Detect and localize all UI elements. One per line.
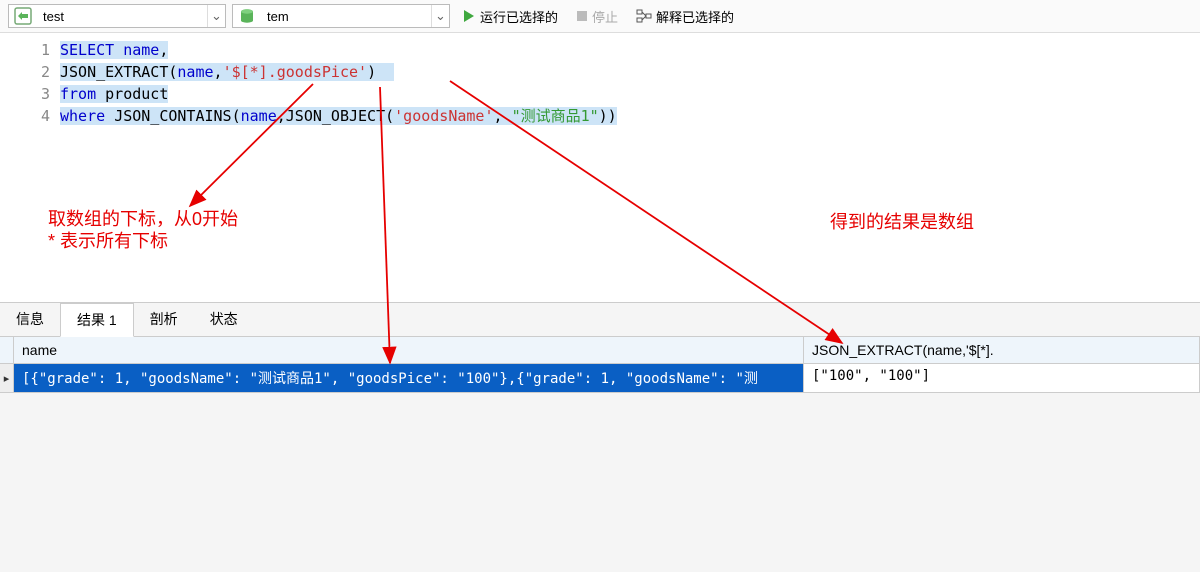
explain-button[interactable]: 解释已选择的: [630, 5, 740, 28]
tab-result-1[interactable]: 结果 1: [60, 303, 134, 337]
code-line: from product: [60, 83, 1200, 105]
stop-button: 停止: [570, 5, 624, 28]
code-line: SELECT name,: [60, 39, 1200, 61]
stop-icon: [576, 10, 588, 22]
play-icon: [462, 9, 476, 23]
code-area[interactable]: SELECT name, JSON_EXTRACT(name,'$[*].goo…: [60, 33, 1200, 302]
line-number: 3: [0, 83, 50, 105]
connection-dropdown[interactable]: test ⌄: [8, 4, 226, 28]
results-header: name JSON_EXTRACT(name,'$[*].: [0, 337, 1200, 364]
cell-name[interactable]: [{"grade": 1, "goodsName": "测试商品1", "goo…: [14, 364, 804, 392]
chevron-down-icon: ⌄: [431, 5, 449, 27]
connection-value: test: [37, 9, 207, 24]
column-header-name[interactable]: name: [14, 337, 804, 363]
table-row[interactable]: ▸ [{"grade": 1, "goodsName": "测试商品1", "g…: [0, 364, 1200, 393]
explain-icon: [636, 9, 652, 23]
row-marker-icon: ▸: [0, 364, 14, 392]
cell-json-extract[interactable]: ["100", "100"]: [804, 364, 1200, 392]
line-number: 4: [0, 105, 50, 127]
sql-editor[interactable]: 1 2 3 4 SELECT name, JSON_EXTRACT(name,'…: [0, 33, 1200, 303]
tab-status[interactable]: 状态: [194, 303, 254, 336]
run-button[interactable]: 运行已选择的: [456, 5, 564, 28]
run-label: 运行已选择的: [480, 7, 558, 26]
stop-label: 停止: [592, 7, 618, 26]
line-number: 1: [0, 39, 50, 61]
explain-label: 解释已选择的: [656, 7, 734, 26]
results-grid: name JSON_EXTRACT(name,'$[*]. ▸ [{"grade…: [0, 337, 1200, 393]
code-line: JSON_EXTRACT(name,'$[*].goodsPice'): [60, 61, 1200, 83]
toolbar: test ⌄ tem ⌄ 运行已选择的 停止 解释已选择的: [0, 0, 1200, 33]
annotation-left: 取数组的下标，从0开始 * 表示所有下标: [48, 208, 238, 252]
row-handle-header: [0, 337, 14, 363]
chevron-down-icon: ⌄: [207, 5, 225, 27]
column-header-json-extract[interactable]: JSON_EXTRACT(name,'$[*].: [804, 337, 1200, 363]
database-value: tem: [261, 9, 431, 24]
tab-profile[interactable]: 剖析: [134, 303, 194, 336]
connection-icon: [13, 6, 33, 26]
database-icon: [237, 6, 257, 26]
database-dropdown[interactable]: tem ⌄: [232, 4, 450, 28]
result-tabs: 信息 结果 1 剖析 状态: [0, 303, 1200, 337]
line-number: 2: [0, 61, 50, 83]
tab-info[interactable]: 信息: [0, 303, 60, 336]
code-line: where JSON_CONTAINS(name,JSON_OBJECT('go…: [60, 105, 1200, 127]
annotation-right: 得到的结果是数组: [830, 211, 974, 233]
line-gutter: 1 2 3 4: [0, 33, 60, 302]
